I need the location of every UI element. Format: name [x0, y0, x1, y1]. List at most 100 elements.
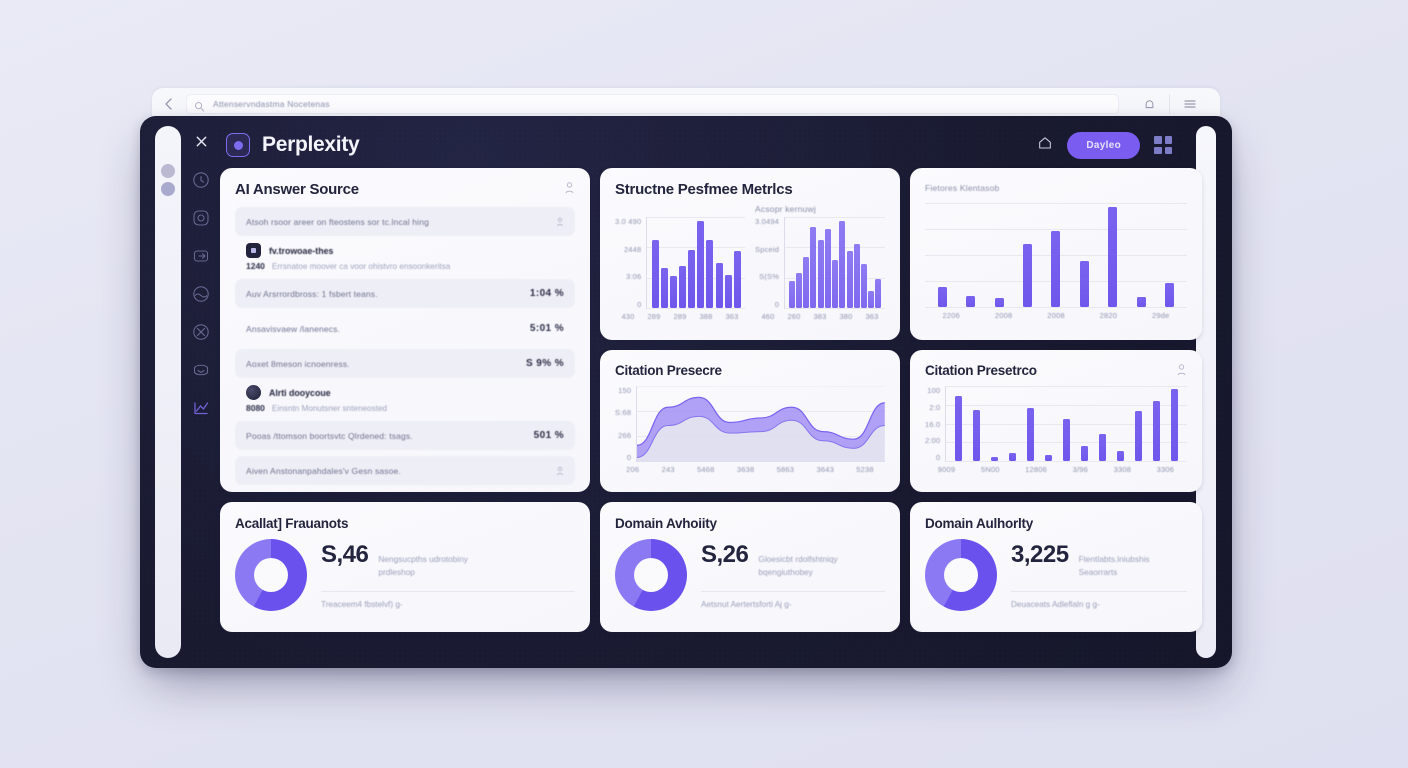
sidebar-item-history-icon[interactable]: [191, 170, 211, 190]
sidebar-item-threads-icon[interactable]: [191, 322, 211, 342]
x-tick: 363: [865, 312, 879, 321]
card-structure-metrics: Structne Pesfmee Metrlcs . 3.0 49024483:…: [600, 168, 900, 340]
y-tick: 0: [637, 299, 642, 309]
card-title: Fietores Klentasob: [925, 183, 1000, 193]
list-item-label: Aiven Anstonanpahdales'v Gesn sasoe.: [246, 465, 401, 476]
person-icon[interactable]: [1176, 363, 1187, 376]
browser-toolbar: [1129, 88, 1210, 120]
sidebar-item-discover-icon[interactable]: [191, 208, 211, 228]
list-item[interactable]: Aiven Anstonanpahdales'v Gesn sasoe.: [235, 456, 575, 485]
chevron-left-icon[interactable]: [162, 97, 176, 111]
sidebar-item-collections-icon[interactable]: [191, 360, 211, 380]
bar: [733, 250, 741, 308]
list-item[interactable]: Atsoh rsoor areer on fteostens sor tc.ln…: [235, 207, 575, 236]
x-tick: 5468: [697, 465, 715, 474]
x-tick: 3308: [1113, 465, 1132, 474]
list-item[interactable]: Alrti dooycoue 8080 Einsntn Monutsner sn…: [235, 384, 575, 415]
dashboard-grid: AI Answer Source Atsoh rsoor areer on ft…: [220, 168, 1202, 654]
bell-icon[interactable]: [1129, 88, 1169, 120]
card-title: Domain Aulhorlty: [925, 516, 1034, 531]
bar: [1051, 231, 1061, 307]
list-item[interactable]: Aoxet 8meson icnoenress. S 9% %: [235, 349, 575, 378]
left-drag-rail[interactable]: [155, 126, 181, 658]
bar-series: [647, 217, 745, 308]
bar: [1171, 389, 1179, 461]
card-feature-metrics: Fietores Klentasob 2206 2008 2008 2820 29de: [910, 168, 1202, 340]
bar: [990, 457, 998, 461]
close-icon[interactable]: [190, 130, 212, 152]
bar: [1009, 452, 1017, 461]
x-tick: 2008: [994, 311, 1013, 320]
hamburger-menu-icon[interactable]: [1170, 88, 1210, 120]
divider: [321, 590, 575, 592]
filter-icon[interactable]: [564, 181, 575, 194]
address-bar[interactable]: Attenservndastma Nocetenas: [186, 94, 1119, 114]
bar: [1117, 451, 1125, 461]
bar: [1079, 261, 1089, 307]
x-tick: 2206: [942, 311, 960, 320]
metric-footnote: Treaceem4 fbstelvf) g-: [321, 599, 403, 609]
bar: [966, 296, 976, 307]
list-item[interactable]: fv.trowoae-thes 1240 Errsnatoe moover ca…: [235, 242, 575, 273]
bar: [715, 263, 723, 308]
divider: [701, 590, 885, 592]
sidebar-item-library-icon[interactable]: [191, 246, 211, 266]
home-icon[interactable]: [1037, 135, 1053, 156]
metric-label-line-2: Seaorrarts: [1078, 566, 1118, 577]
source-name: Alrti dooycoue: [269, 387, 331, 398]
source-description: Einsntn Monutsner snteneosted: [271, 403, 388, 413]
y-tick: 2448: [623, 244, 642, 254]
brand-name: Perplexity: [262, 133, 360, 156]
y-tick: 3:06: [626, 272, 642, 282]
y-tick: S(S%: [759, 272, 780, 282]
bar: [860, 263, 867, 308]
bar-series: [925, 203, 1187, 307]
accuracy-donut-chart: [235, 539, 307, 611]
y-axis-labels: 3.0494 Spceid S(S% 0: [755, 217, 784, 309]
header-actions: Dayleo: [1037, 131, 1172, 159]
metric-footnote: Aetsnut Aertertsforti Aj g-: [701, 599, 792, 609]
cta-button[interactable]: Dayleo: [1067, 131, 1140, 159]
metric-label-line-1: Ftentlabts.lniubshis: [1078, 554, 1150, 565]
sidebar-iconbar: [184, 124, 218, 660]
domain-authority-2-donut-chart: [925, 539, 997, 611]
area-lower-fill: [637, 416, 885, 462]
card-domain-authority-2: Domain Aulhorlty 3,225 Ftentlabts.lniubs…: [910, 502, 1202, 632]
metric-label-line-1: Nengsucpths udrotobiny: [378, 554, 468, 565]
x-axis-labels: 206 243 5468 3638 5863 3643 5238: [615, 465, 885, 474]
metric-value: 3,225: [1011, 541, 1069, 569]
app-header: Perplexity Dayleo: [220, 122, 1186, 168]
bar: [678, 265, 686, 308]
area-lower-line: [637, 415, 885, 458]
x-tick: 2820: [1099, 311, 1118, 320]
chart-subtitle: Acsopr kernuwj: [755, 204, 816, 214]
bar: [1027, 407, 1035, 461]
metric-label-line-2: bqengiuthobey: [758, 566, 813, 577]
bar: [1108, 207, 1118, 307]
logo-core: [233, 140, 243, 150]
list-item[interactable]: Pooas /ttomson boortsvtc Qlrdened: tsags…: [235, 421, 575, 450]
rail-dot-2: [161, 182, 175, 196]
toolbar-divider: [1169, 94, 1170, 114]
app-window: Perplexity Dayleo AI Answer Source: [140, 116, 1232, 668]
bar: [810, 227, 817, 308]
list-item[interactable]: Ansavisvaew /lanenecs. 5:01 %: [235, 314, 575, 343]
bar: [972, 410, 980, 461]
x-tick: 363: [725, 312, 739, 321]
card-ai-answer-source: AI Answer Source Atsoh rsoor areer on ft…: [220, 168, 590, 492]
x-axis-labels: 430 289 289 388 363: [615, 312, 745, 321]
sidebar-item-analytics-icon[interactable]: [191, 398, 211, 418]
y-tick: 16.0: [925, 419, 941, 429]
x-tick: 3638: [736, 465, 755, 474]
sidebar-item-spaces-icon[interactable]: [191, 284, 211, 304]
bar: [1153, 401, 1161, 461]
person-icon: [556, 217, 564, 227]
y-axis-labels: 150 S:68 266 0: [615, 386, 636, 462]
bar: [817, 239, 824, 308]
x-axis-labels: 460 260 383 380 363: [755, 312, 885, 321]
address-bar-value: Attenservndastma Nocetenas: [213, 99, 330, 109]
list-item[interactable]: Auv Arsrrordbross: 1 fsbert teans. 1:04 …: [235, 279, 575, 308]
grid-expand-icon[interactable]: [1154, 136, 1172, 154]
bar: [937, 287, 947, 307]
